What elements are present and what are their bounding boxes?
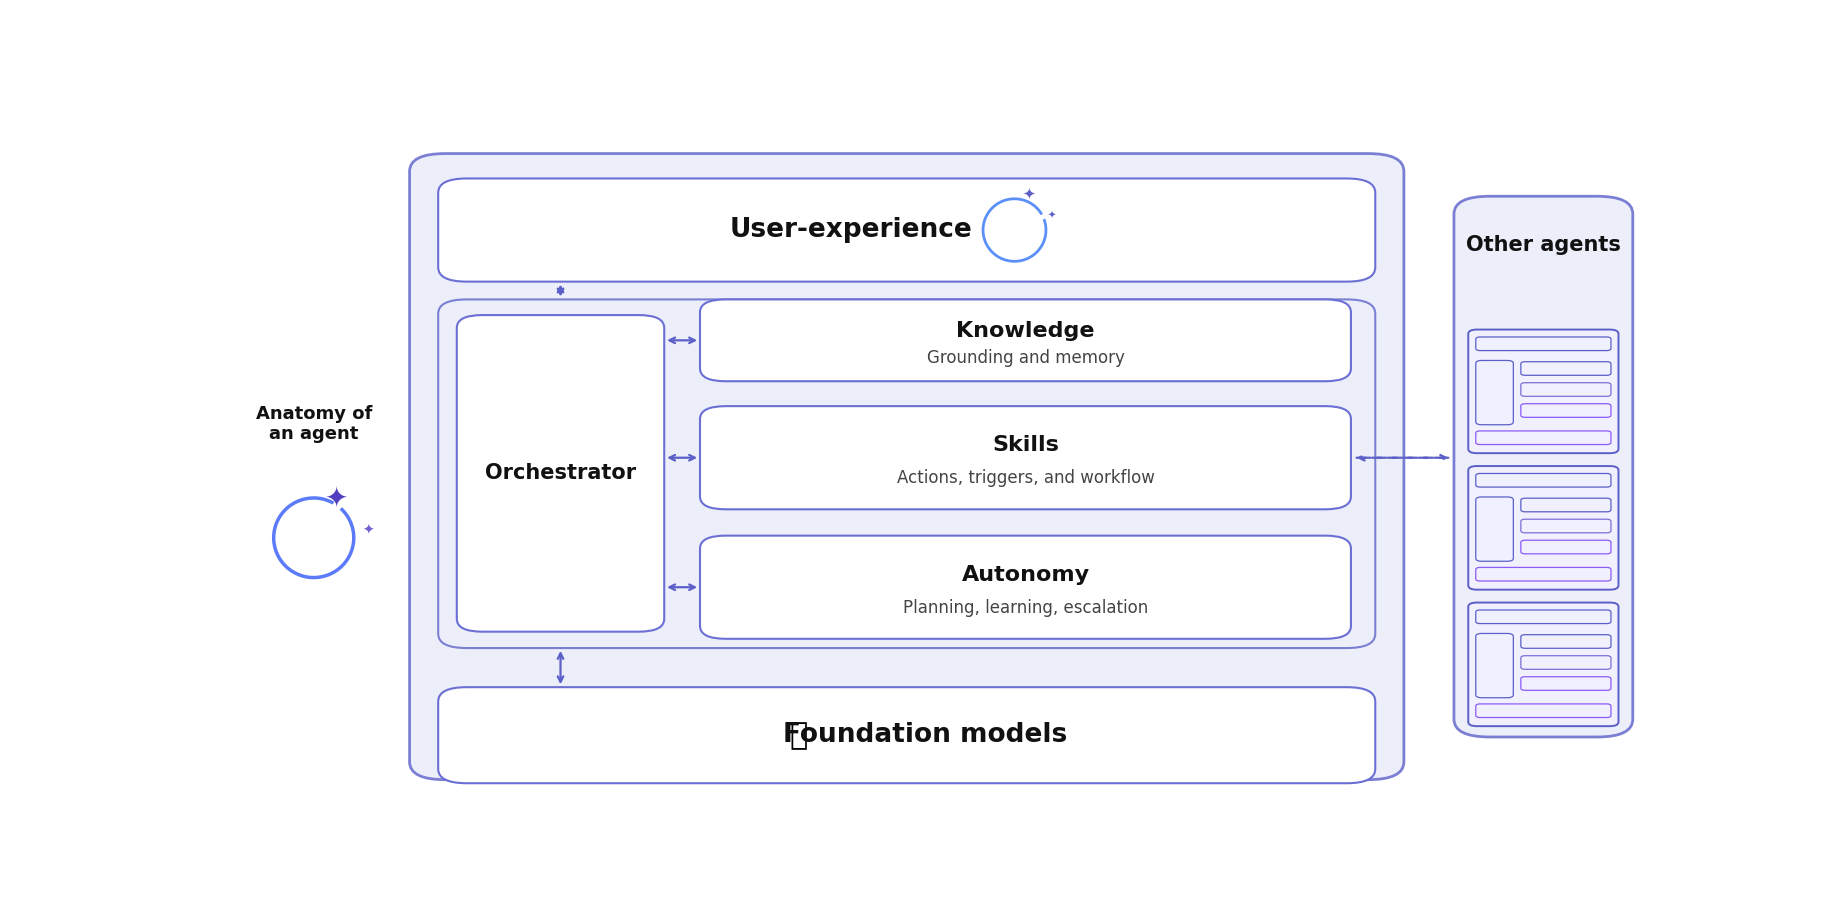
FancyBboxPatch shape (700, 299, 1351, 382)
Text: User-experience: User-experience (729, 217, 971, 243)
Text: ✦: ✦ (325, 484, 349, 512)
FancyBboxPatch shape (1468, 330, 1619, 453)
FancyBboxPatch shape (700, 407, 1351, 509)
FancyBboxPatch shape (438, 178, 1375, 282)
FancyBboxPatch shape (438, 687, 1375, 784)
FancyBboxPatch shape (700, 536, 1351, 638)
Text: ✦: ✦ (362, 524, 375, 538)
Text: 🧠: 🧠 (790, 721, 809, 749)
Text: Grounding and memory: Grounding and memory (927, 349, 1124, 368)
Text: Planning, learning, escalation: Planning, learning, escalation (903, 599, 1148, 617)
Text: Orchestrator: Orchestrator (485, 463, 637, 483)
Text: Other agents: Other agents (1466, 235, 1621, 255)
FancyBboxPatch shape (1468, 602, 1619, 726)
Text: Foundation models: Foundation models (783, 723, 1067, 748)
FancyBboxPatch shape (1455, 196, 1632, 737)
Text: ✦: ✦ (1023, 187, 1036, 202)
FancyBboxPatch shape (456, 315, 665, 632)
Text: Knowledge: Knowledge (956, 321, 1095, 341)
FancyBboxPatch shape (1468, 466, 1619, 590)
Text: Actions, triggers, and workflow: Actions, triggers, and workflow (897, 469, 1154, 487)
Text: Anatomy of
an agent: Anatomy of an agent (255, 405, 371, 444)
Text: ✦: ✦ (1049, 211, 1056, 221)
FancyBboxPatch shape (438, 299, 1375, 648)
Text: Skills: Skills (991, 435, 1060, 456)
Text: Autonomy: Autonomy (962, 565, 1089, 585)
FancyBboxPatch shape (410, 153, 1403, 780)
